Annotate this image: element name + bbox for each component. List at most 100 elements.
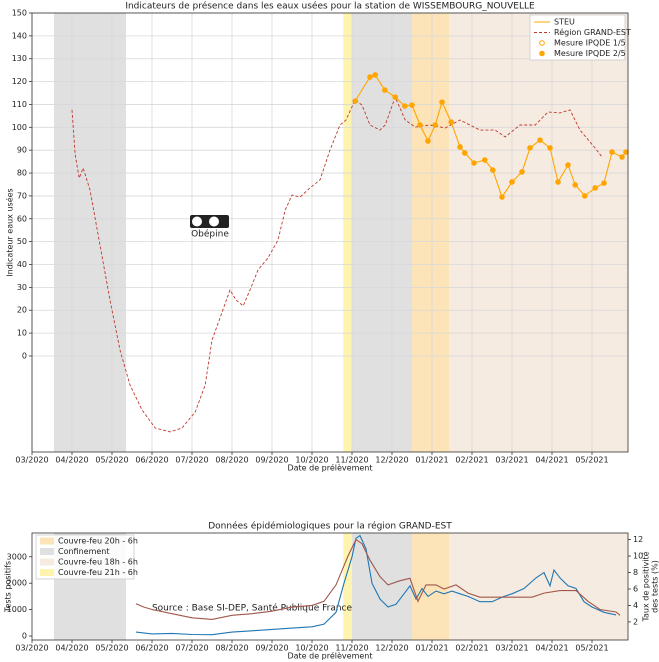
period-band <box>412 533 450 640</box>
x-axis-label: Date de prélèvement <box>287 463 372 473</box>
marker <box>547 145 553 151</box>
legend-swatch <box>40 569 54 576</box>
x-tick-label: 06/2020 <box>135 644 168 653</box>
legend-swatch <box>40 537 54 545</box>
marker <box>409 102 415 108</box>
y-tick-label: 0 <box>22 632 27 641</box>
period-band <box>449 13 628 452</box>
x-tick-label: 07/2020 <box>175 644 208 653</box>
by-icon <box>209 216 219 227</box>
x-tick-label: 10/2020 <box>295 456 328 465</box>
period-band <box>343 533 352 640</box>
y2-tick-label: 10 <box>633 552 643 561</box>
x-tick-label: 10/2020 <box>295 644 328 653</box>
marker <box>352 98 359 104</box>
y2-tick-label: 4 <box>633 601 638 610</box>
marker <box>592 185 599 191</box>
x-tick-label: 06/2020 <box>135 456 168 465</box>
x-tick-label: 09/2020 <box>255 456 288 465</box>
marker <box>417 122 423 128</box>
x-tick-label: 08/2020 <box>215 456 248 465</box>
legend-label: Couvre-feu 18h - 6h <box>58 558 138 567</box>
series-line <box>135 534 617 636</box>
marker <box>439 99 445 105</box>
y-tick-label: 2000 <box>7 579 27 588</box>
x-tick-label: 05/2021 <box>575 456 608 465</box>
marker <box>609 149 615 155</box>
marker <box>619 154 625 160</box>
marker <box>462 150 468 156</box>
series-line <box>71 95 603 433</box>
legend-label: Confinement <box>58 547 110 556</box>
legend-label: Mesure IPQDE 2/5 <box>554 49 626 58</box>
marker <box>527 145 533 151</box>
y2-tick-label: 6 <box>633 584 638 593</box>
y-tick-label: 70 <box>17 191 27 200</box>
legend-box <box>529 14 626 61</box>
marker <box>555 179 561 185</box>
y-tick-label: 10 <box>17 329 27 338</box>
marker <box>601 180 607 186</box>
x-tick-label: 05/2020 <box>95 456 128 465</box>
x-tick-label: 05/2020 <box>95 644 128 653</box>
y-tick-label: 50 <box>17 237 27 246</box>
legend-marker <box>539 40 545 46</box>
y-tick-label: 3000 <box>7 552 27 561</box>
marker <box>565 162 571 168</box>
y-tick-label: 150 <box>12 9 27 18</box>
y-tick-label: 120 <box>12 77 27 86</box>
marker <box>457 144 463 150</box>
chart-title: Données épidémiologiques pour la région … <box>208 521 452 532</box>
y-tick-label: 100 <box>12 123 27 132</box>
marker <box>509 179 515 185</box>
x-axis-label: Date de prélèvement <box>287 651 372 661</box>
legend-label: Couvre-feu 21h - 6h <box>58 568 138 577</box>
x-tick-label: 03/2020 <box>15 456 48 465</box>
y2-axis-label: Taux de positivité <box>641 551 651 622</box>
x-tick-label: 05/2021 <box>575 644 608 653</box>
legend-marker <box>539 50 545 57</box>
y2-tick-label: 12 <box>633 535 643 544</box>
period-band <box>412 13 450 452</box>
legend-label: Couvre-feu 20h - 6h <box>58 537 138 546</box>
y-tick-label: 140 <box>12 31 27 40</box>
marker <box>471 160 477 166</box>
x-tick-label: 12/2020 <box>375 644 408 653</box>
y-tick-label: 30 <box>17 283 27 292</box>
marker <box>432 122 439 128</box>
x-tick-label: 02/2021 <box>455 456 488 465</box>
x-tick-label: 01/2021 <box>415 644 448 653</box>
x-tick-label: 02/2021 <box>455 644 488 653</box>
watermark: Source : Base SI-DEP, Santé Publique Fra… <box>152 603 353 614</box>
x-tick-label: 04/2020 <box>55 644 88 653</box>
period-band <box>352 533 412 640</box>
marker <box>490 167 496 173</box>
y2-tick-label: 2 <box>633 617 638 626</box>
x-tick-label: 12/2020 <box>375 456 408 465</box>
x-tick-label: 04/2020 <box>55 456 88 465</box>
plot-frame <box>31 532 629 641</box>
watermark-logo <box>190 215 229 228</box>
marker <box>499 194 505 200</box>
y-tick-label: 20 <box>17 306 27 315</box>
legend-label: Région GRAND-EST <box>554 27 631 37</box>
period-band <box>54 13 126 452</box>
x-tick-label: 07/2020 <box>175 456 208 465</box>
x-tick-label: 11/2020 <box>335 456 368 465</box>
y-tick-label: 60 <box>17 214 27 223</box>
y-tick-label: 90 <box>17 146 27 155</box>
marker <box>482 157 488 163</box>
chart-title: Indicateurs de présence dans les eaux us… <box>125 1 535 12</box>
marker <box>519 169 525 175</box>
x-tick-label: 04/2021 <box>535 644 568 653</box>
x-tick-label: 08/2020 <box>215 644 248 653</box>
x-tick-label: 03/2021 <box>495 644 528 653</box>
marker <box>425 138 431 144</box>
x-tick-label: 04/2021 <box>535 456 568 465</box>
y-tick-label: 0 <box>22 351 27 360</box>
period-band <box>352 13 412 452</box>
x-tick-label: 01/2021 <box>415 456 448 465</box>
marker <box>402 103 408 109</box>
marker <box>448 119 455 125</box>
